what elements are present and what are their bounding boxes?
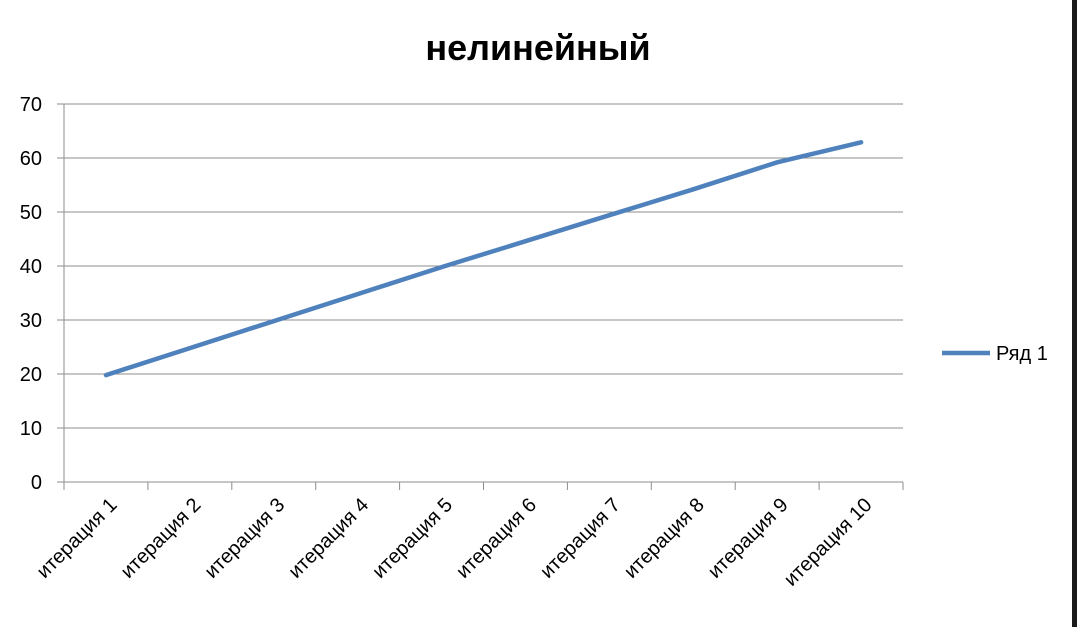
chart-title: нелинейный (425, 27, 650, 68)
series-line-0 (103, 140, 864, 378)
legend-label: Ряд 1 (996, 343, 1048, 365)
x-tick-label: итерация 7 (536, 494, 625, 583)
x-tick-label: итерация 9 (704, 494, 793, 583)
y-tick-label: 50 (20, 202, 42, 224)
y-tick-label: 40 (20, 256, 42, 278)
y-tick-label: 30 (20, 310, 42, 332)
x-tick-label: итерация 6 (452, 494, 541, 583)
y-tick-label: 10 (20, 418, 42, 440)
window-edge (1072, 0, 1077, 627)
gridlines (64, 103, 903, 429)
y-axis-tick-labels: 0 10 20 30 40 50 60 70 (20, 94, 42, 494)
x-tick-label: итерация 1 (33, 494, 122, 583)
legend: Ряд 1 (942, 343, 1048, 365)
y-tick-label: 70 (20, 94, 42, 116)
axes (57, 103, 904, 490)
series-lines (103, 140, 864, 378)
x-tick-label: итерация 4 (284, 494, 373, 583)
x-tick-label: итерация 5 (368, 494, 457, 583)
y-tick-label: 0 (31, 472, 42, 494)
x-tick-label: итерация 3 (200, 494, 289, 583)
x-tick-label: итерация 2 (117, 494, 206, 583)
x-tick-label: итерация 10 (780, 494, 877, 591)
y-tick-label: 60 (20, 148, 42, 170)
y-tick-label: 20 (20, 364, 42, 386)
x-tick-label: итерация 8 (620, 494, 709, 583)
